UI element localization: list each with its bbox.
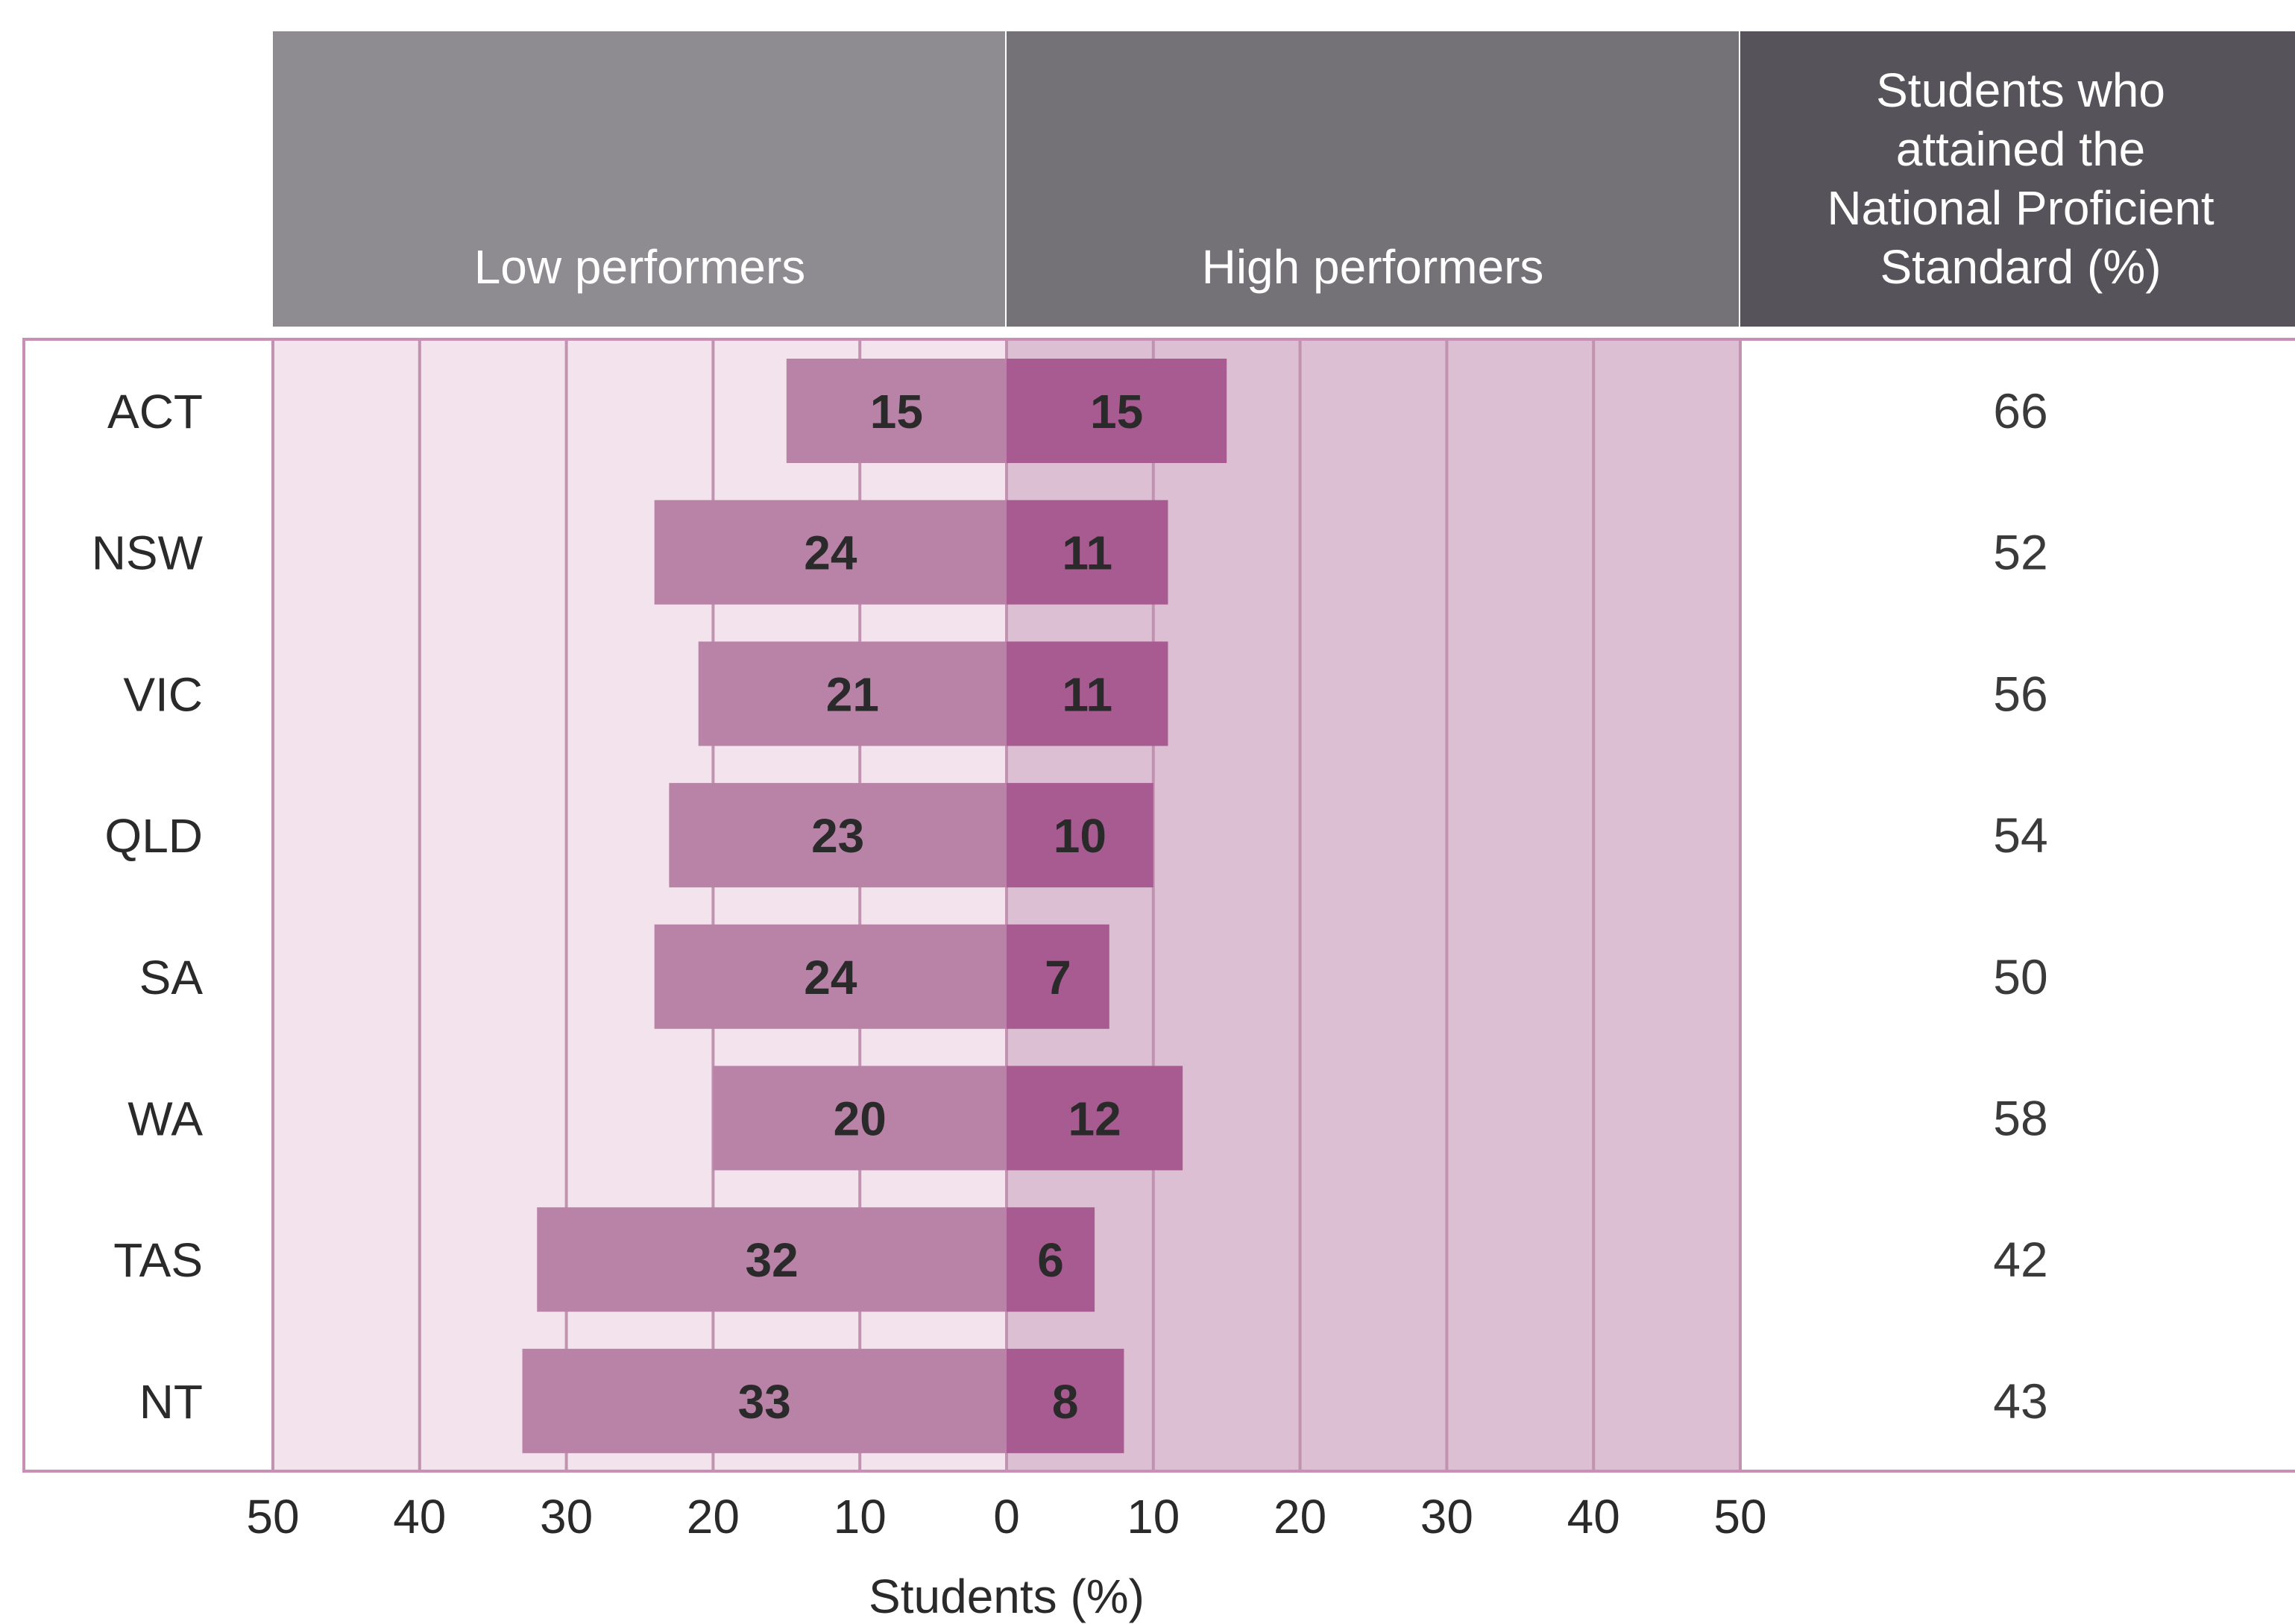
proficient-value-nsw: 52 [1993,525,2047,580]
row-label-qld: QLD [104,809,203,863]
proficient-value-act: 66 [1993,383,2047,438]
bar-label-low-wa: 20 [834,1092,887,1146]
x-tick-label: 10 [834,1490,887,1543]
bar-low-act [786,359,1007,463]
row-label-vic: VIC [123,667,203,721]
x-tick-label: 0 [993,1490,1020,1543]
bar-low-vic [698,641,1007,746]
header-prof-line-2: attained the [1896,122,2146,176]
bar-high-act [1007,359,1227,463]
bar-label-low-qld: 23 [811,809,864,863]
bar-high-sa [1007,924,1109,1029]
bar-label-high-sa: 7 [1045,951,1071,1004]
bar-low-wa [713,1066,1007,1171]
row-label-wa: WA [128,1092,203,1146]
bar-high-tas [1007,1207,1095,1312]
x-tick-label: 30 [1420,1490,1473,1543]
x-tick-label: 50 [246,1490,299,1543]
bar-high-vic [1007,641,1168,746]
proficient-value-qld: 54 [1993,808,2047,863]
x-tick-label: 20 [1274,1490,1326,1543]
bar-label-low-sa: 24 [804,951,857,1004]
bar-label-low-tas: 32 [746,1233,799,1287]
bar-low-sa [654,924,1007,1029]
bar-label-high-tas: 6 [1037,1233,1064,1287]
bar-label-low-nsw: 24 [804,526,857,580]
bar-label-low-vic: 21 [826,667,879,721]
header-prof-line-1: Students who [1876,63,2165,117]
proficient-value-nt: 43 [1993,1373,2047,1429]
row-labels: ACT NSW VIC QLD SA WA TAS NT [92,385,204,1429]
bar-label-high-qld: 10 [1054,809,1106,863]
bar-label-high-vic: 11 [1062,667,1112,721]
chart-frame [22,338,2295,1473]
x-tick-label: 30 [540,1490,593,1543]
header-proficient-standard [1740,31,2295,327]
proficient-value-sa: 50 [1993,949,2047,1004]
bar-label-high-nt: 8 [1052,1375,1079,1429]
bar-label-high-act: 15 [1090,385,1143,438]
bar-label-low-nt: 33 [738,1375,791,1429]
x-tick-labels: 50 40 30 20 10 0 10 20 30 40 50 [246,1490,1766,1543]
bar-high-nt [1007,1348,1124,1453]
x-tick-label: 20 [687,1490,740,1543]
bar-low-qld [669,783,1007,888]
bar-high-wa [1007,1066,1183,1171]
header-prof-line-3: National Proficient [1827,181,2214,235]
proficient-values: 66 52 56 54 50 58 42 43 [1993,383,2047,1429]
bar-label-high-wa: 12 [1068,1092,1121,1146]
row-label-act: ACT [107,385,203,438]
x-tick-label: 10 [1127,1490,1180,1543]
x-axis-title: Students (%) [869,1570,1145,1623]
row-label-sa: SA [139,951,204,1004]
row-label-tas: TAS [113,1233,203,1287]
bar-high-qld [1007,783,1153,888]
bar-label-high-nsw: 11 [1062,526,1112,580]
x-tick-label: 50 [1713,1490,1766,1543]
header-low-performers [273,31,1005,327]
proficient-value-wa: 58 [1993,1091,2047,1146]
row-label-nsw: NSW [92,526,204,580]
row-label-nt: NT [139,1375,203,1429]
x-tick-label: 40 [1567,1490,1620,1543]
proficient-value-tas: 42 [1993,1232,2047,1287]
bars: 15 15 24 11 21 11 23 10 24 7 20 12 32 6 33 8 [522,359,1227,1453]
bar-low-tas [537,1207,1007,1312]
header-low-label: Low performers [474,240,806,294]
header-high-label: High performers [1202,240,1544,294]
proficient-value-vic: 56 [1993,666,2047,721]
header-high-performers [1007,31,1739,327]
x-tick-label: 40 [393,1490,446,1543]
bar-label-low-act: 15 [870,385,923,438]
bar-low-nsw [654,500,1007,605]
header-prof-line-4: Standard (%) [1880,240,2161,294]
bar-high-nsw [1007,500,1168,605]
bar-low-nt [522,1348,1007,1453]
